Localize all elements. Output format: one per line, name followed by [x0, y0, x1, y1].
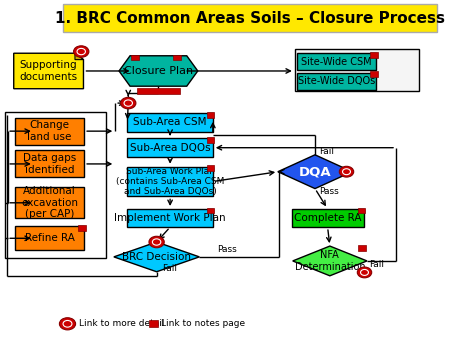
Polygon shape — [114, 242, 199, 272]
FancyBboxPatch shape — [63, 4, 436, 32]
Text: Link to notes page: Link to notes page — [161, 319, 245, 328]
FancyBboxPatch shape — [4, 112, 106, 258]
Text: Complete RA: Complete RA — [294, 213, 361, 223]
Text: Implement Work Plan: Implement Work Plan — [114, 213, 226, 223]
FancyBboxPatch shape — [173, 54, 181, 60]
Circle shape — [149, 236, 164, 248]
Text: DQA: DQA — [299, 165, 331, 178]
FancyBboxPatch shape — [207, 112, 214, 118]
Circle shape — [121, 97, 136, 109]
Text: Supporting
documents: Supporting documents — [19, 60, 78, 82]
Polygon shape — [75, 53, 84, 59]
FancyBboxPatch shape — [297, 73, 376, 90]
Text: Change
land use: Change land use — [27, 120, 72, 142]
FancyBboxPatch shape — [207, 137, 214, 143]
Text: Sub-Area DQOs: Sub-Area DQOs — [130, 143, 211, 153]
FancyBboxPatch shape — [14, 150, 85, 177]
Circle shape — [339, 166, 354, 177]
FancyBboxPatch shape — [14, 187, 85, 218]
FancyBboxPatch shape — [78, 225, 86, 231]
FancyBboxPatch shape — [14, 118, 85, 145]
FancyBboxPatch shape — [295, 49, 418, 91]
Text: Refine RA: Refine RA — [25, 233, 74, 243]
Circle shape — [73, 46, 89, 57]
Text: Fail: Fail — [162, 264, 177, 273]
FancyBboxPatch shape — [207, 208, 214, 214]
Circle shape — [357, 267, 372, 278]
FancyBboxPatch shape — [370, 71, 378, 77]
Text: Fail: Fail — [369, 260, 384, 269]
FancyBboxPatch shape — [370, 52, 378, 58]
FancyBboxPatch shape — [127, 209, 213, 227]
FancyBboxPatch shape — [358, 245, 366, 251]
Polygon shape — [119, 56, 198, 86]
Polygon shape — [292, 246, 367, 276]
Text: Pass: Pass — [217, 245, 237, 254]
FancyBboxPatch shape — [127, 113, 213, 131]
FancyBboxPatch shape — [207, 166, 214, 171]
Polygon shape — [278, 155, 352, 189]
FancyBboxPatch shape — [127, 167, 213, 196]
Text: Sub-Area CSM: Sub-Area CSM — [133, 117, 207, 127]
Text: NFA
Determination: NFA Determination — [295, 250, 365, 272]
FancyBboxPatch shape — [292, 209, 364, 227]
Text: Link to more detail: Link to more detail — [79, 319, 164, 328]
Text: Closure Plan: Closure Plan — [124, 66, 193, 76]
Text: Sub-Area Work Plan
(contains Sub-Area CSM
and Sub-Area DQOs): Sub-Area Work Plan (contains Sub-Area CS… — [116, 167, 224, 196]
FancyBboxPatch shape — [137, 88, 180, 94]
Polygon shape — [14, 53, 84, 89]
Text: Pass: Pass — [320, 188, 339, 196]
Text: Fail: Fail — [320, 147, 334, 156]
FancyBboxPatch shape — [127, 139, 213, 157]
FancyBboxPatch shape — [297, 53, 376, 70]
Text: Site-Wide CSM: Site-Wide CSM — [302, 56, 372, 67]
Text: BRC Decision: BRC Decision — [122, 252, 191, 262]
FancyBboxPatch shape — [148, 320, 157, 327]
FancyBboxPatch shape — [14, 226, 85, 250]
Circle shape — [59, 318, 76, 330]
Text: Data gaps
identified: Data gaps identified — [23, 153, 76, 175]
Text: 1. BRC Common Areas Soils – Closure Process: 1. BRC Common Areas Soils – Closure Proc… — [55, 11, 445, 26]
FancyBboxPatch shape — [131, 54, 139, 60]
FancyBboxPatch shape — [357, 208, 365, 214]
Text: Site-Wide DQOs: Site-Wide DQOs — [298, 76, 375, 86]
Text: Additional
excavation
(per CAP): Additional excavation (per CAP) — [21, 186, 78, 219]
